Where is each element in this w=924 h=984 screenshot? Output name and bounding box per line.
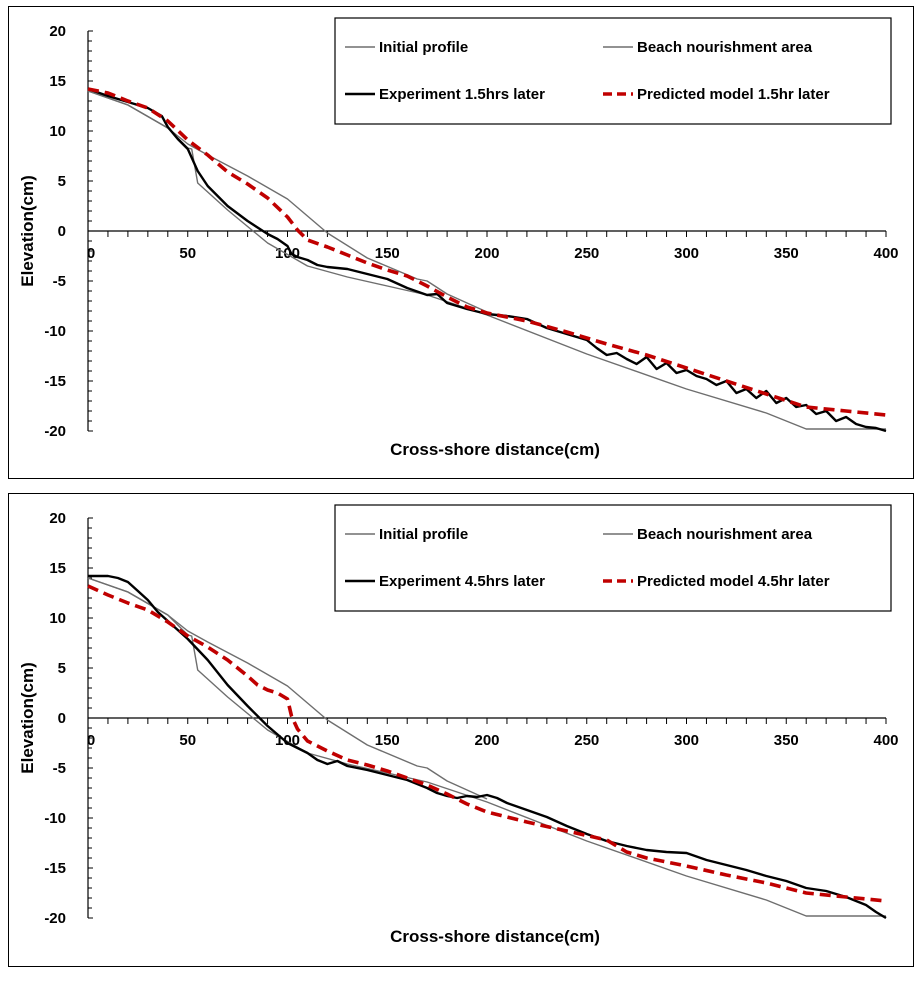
legend-label-4: Predicted model 1.5hr later bbox=[637, 86, 830, 103]
legend-label-3: Experiment 4.5hrs later bbox=[379, 573, 545, 590]
legend-label-2: Beach nourishment area bbox=[637, 526, 813, 543]
x-tick-label: 300 bbox=[674, 732, 699, 749]
y-tick-label: 0 bbox=[58, 223, 66, 240]
y-tick-label: 5 bbox=[58, 660, 66, 677]
y-axis-title: Elevation(cm) bbox=[18, 662, 37, 773]
y-tick-label: 20 bbox=[49, 23, 66, 40]
legend-label-2: Beach nourishment area bbox=[637, 39, 813, 56]
x-tick-label: 300 bbox=[674, 245, 699, 262]
x-tick-label: 50 bbox=[179, 245, 196, 262]
y-tick-label: 5 bbox=[58, 173, 66, 190]
series-line-2 bbox=[87, 577, 488, 800]
x-tick-label: 250 bbox=[574, 245, 599, 262]
legend-label-1: Initial profile bbox=[379, 39, 468, 56]
y-tick-label: 15 bbox=[49, 560, 66, 577]
y-tick-label: -20 bbox=[44, 910, 66, 927]
y-tick-label: -10 bbox=[44, 323, 66, 340]
y-tick-label: 15 bbox=[49, 73, 66, 90]
x-tick-label: 50 bbox=[179, 732, 196, 749]
chart-panel-top: 20 15 10 5 0 -5 -10 -15 -20 0 50 100 150 200 250 300 350… bbox=[8, 6, 914, 479]
y-tick-label: 10 bbox=[49, 610, 66, 627]
x-tick-label: 350 bbox=[774, 245, 799, 262]
legend-box bbox=[334, 17, 892, 125]
legend-label-4: Predicted model 4.5hr later bbox=[637, 573, 830, 590]
y-tick-label: -5 bbox=[53, 273, 66, 290]
x-tick-label: 200 bbox=[474, 732, 499, 749]
series-line-4 bbox=[87, 87, 887, 417]
legend-label-3: Experiment 1.5hrs later bbox=[379, 86, 545, 103]
legend-box bbox=[334, 504, 892, 612]
x-tick-label: 400 bbox=[873, 732, 898, 749]
legend-label-1: Initial profile bbox=[379, 526, 468, 543]
y-tick-label: 20 bbox=[49, 510, 66, 527]
series-line-4 bbox=[87, 584, 887, 903]
x-tick-label: 150 bbox=[375, 245, 400, 262]
x-axis-title: Cross-shore distance(cm) bbox=[390, 440, 600, 459]
x-tick-label: 150 bbox=[375, 732, 400, 749]
chart-panel-bottom: 20 15 10 5 0 -5 -10 -15 -20 0 50 100 150 200 250 300 350… bbox=[8, 493, 914, 967]
x-tick-label: 400 bbox=[873, 245, 898, 262]
x-tick-label: 350 bbox=[774, 732, 799, 749]
y-tick-label: -15 bbox=[44, 860, 66, 877]
y-tick-label: -20 bbox=[44, 423, 66, 440]
x-tick-label: 0 bbox=[87, 245, 95, 262]
y-tick-label: -5 bbox=[53, 760, 66, 777]
x-axis-title: Cross-shore distance(cm) bbox=[390, 927, 600, 946]
y-axis-title: Elevation(cm) bbox=[18, 175, 37, 286]
x-tick-label: 0 bbox=[87, 732, 95, 749]
y-tick-label: -15 bbox=[44, 373, 66, 390]
y-tick-label: -10 bbox=[44, 810, 66, 827]
y-tick-label: 10 bbox=[49, 123, 66, 140]
y-tick-label: 0 bbox=[58, 710, 66, 727]
x-tick-label: 200 bbox=[474, 245, 499, 262]
x-tick-label: 250 bbox=[574, 732, 599, 749]
